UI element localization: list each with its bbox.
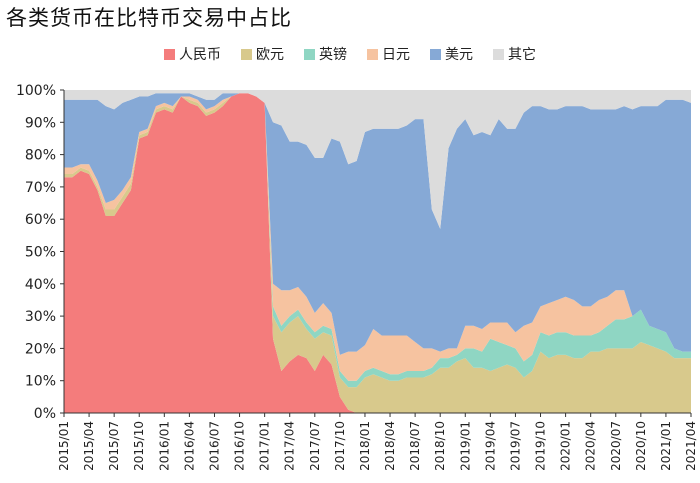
chart-title: 各类货币在比特币交易中占比 [6, 6, 292, 30]
x-tick-label: 2015/10 [132, 421, 146, 471]
x-tick-label: 2016/07 [207, 421, 221, 471]
x-tick-label: 2016/01 [157, 421, 171, 471]
legend-swatch [367, 48, 378, 60]
legend-item: 欧元 [241, 44, 284, 64]
legend-label: 日元 [382, 47, 410, 63]
legend-swatch [241, 48, 252, 60]
y-tick-label: 60% [25, 212, 56, 228]
x-tick-label: 2020/04 [584, 421, 598, 471]
x-tick-label: 2019/01 [458, 421, 472, 471]
y-tick-label: 70% [25, 180, 56, 196]
x-tick-label: 2017/01 [258, 421, 272, 471]
legend-label: 其它 [508, 47, 536, 63]
legend-label: 美元 [445, 47, 473, 63]
legend-swatch [304, 48, 315, 60]
x-tick-label: 2021/01 [659, 421, 673, 471]
legend-label: 欧元 [256, 47, 284, 63]
area-series [64, 93, 691, 355]
y-tick-label: 90% [25, 115, 56, 131]
y-tick-label: 80% [25, 148, 56, 164]
legend-label: 英镑 [319, 47, 347, 63]
x-tick-label: 2016/04 [182, 421, 196, 471]
y-tick-label: 20% [25, 341, 56, 357]
y-tick-label: 30% [25, 309, 56, 325]
x-tick-label: 2019/07 [508, 421, 522, 471]
legend-label: 人民币 [179, 47, 221, 63]
area-series [64, 93, 691, 413]
legend-item: 日元 [367, 44, 410, 64]
legend-swatch [164, 48, 175, 60]
x-tick-label: 2018/07 [408, 421, 422, 471]
legend-item: 其它 [493, 44, 536, 64]
legend-item: 英镑 [304, 44, 347, 64]
x-tick-label: 2019/10 [534, 421, 548, 471]
x-tick-label: 2015/01 [57, 421, 71, 471]
x-tick-label: 2020/10 [634, 421, 648, 471]
y-tick-label: 0% [34, 406, 56, 422]
x-tick-label: 2017/10 [333, 421, 347, 471]
x-tick-label: 2021/04 [684, 421, 698, 471]
x-tick-label: 2017/04 [283, 421, 297, 471]
x-tick-label: 2017/07 [308, 421, 322, 471]
y-tick-label: 10% [25, 374, 56, 390]
x-tick-label: 2019/04 [483, 421, 497, 471]
legend-item: 美元 [430, 44, 473, 64]
legend-item: 人民币 [164, 44, 221, 64]
x-tick-label: 2016/10 [233, 421, 247, 471]
y-tick-label: 40% [25, 277, 56, 293]
x-tick-label: 2020/01 [559, 421, 573, 471]
x-tick-label: 2018/01 [358, 421, 372, 471]
y-tick-label: 50% [25, 245, 56, 261]
x-tick-label: 2015/04 [82, 421, 96, 471]
area-series [64, 90, 691, 229]
x-tick-label: 2020/07 [609, 421, 623, 471]
y-tick-label: 100% [16, 83, 56, 99]
x-tick-label: 2018/04 [383, 421, 397, 471]
legend-swatch [430, 48, 441, 60]
legend: 人民币 欧元 英镑 日元 美元 其它 [0, 44, 700, 64]
legend-swatch [493, 48, 504, 60]
area-series [64, 93, 691, 413]
x-tick-label: 2018/10 [433, 421, 447, 471]
x-tick-label: 2015/07 [107, 421, 121, 471]
